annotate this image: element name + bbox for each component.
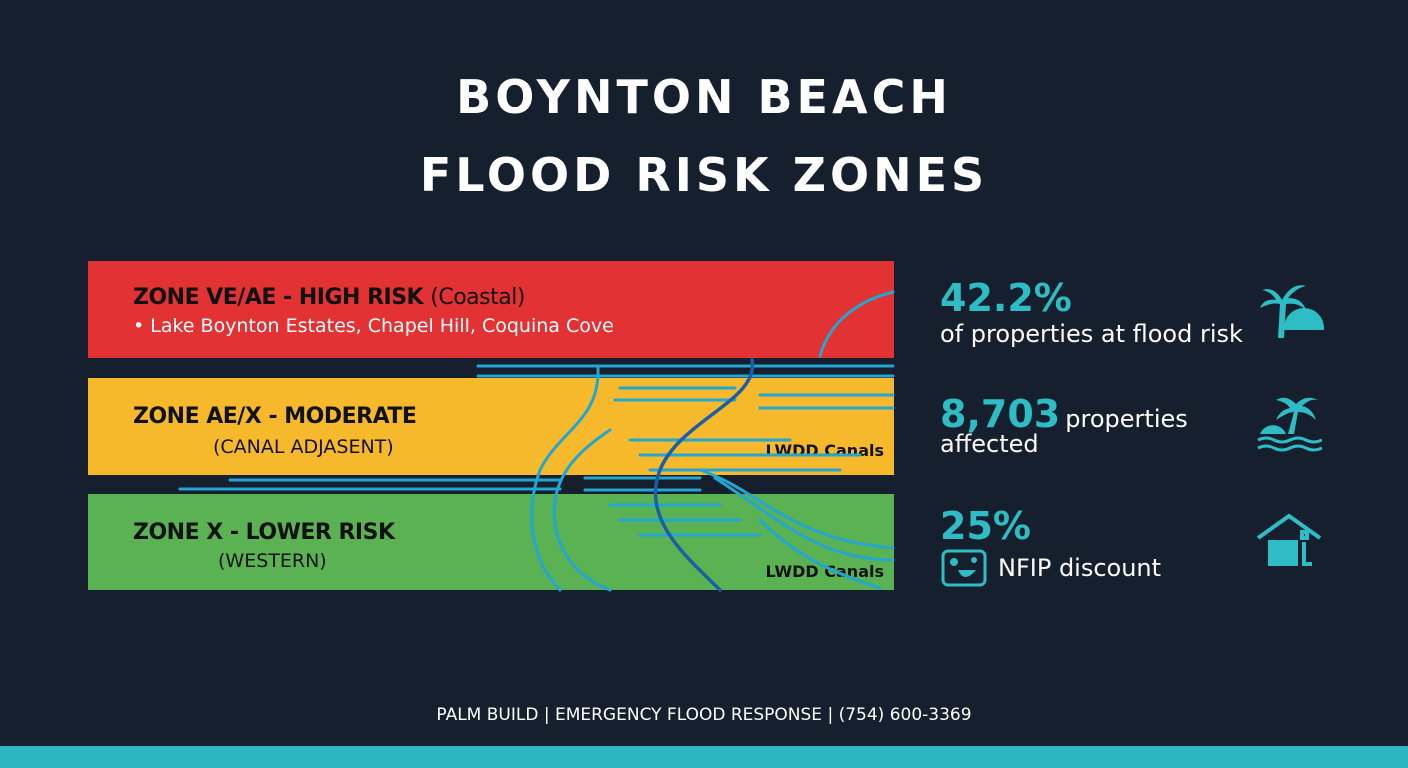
zone-name: ZONE X - LOWER RISK <box>133 520 395 545</box>
page-title: BOYNTON BEACH FLOOD RISK ZONES <box>419 70 989 202</box>
zone-moderate-risk: ZONE AE/X - MODERATE (CANAL ADJASENT) LW… <box>88 378 894 475</box>
stat-label: NFIP discount <box>998 554 1162 582</box>
zone-lower-risk: ZONE X - LOWER RISK (WESTERN) LWDD Canal… <box>88 494 894 590</box>
stat-label: affected <box>940 430 1039 458</box>
footer-contact: PALM BUILD | EMERGENCY FLOOD RESPONSE | … <box>436 705 972 725</box>
stat-value: 25% <box>940 504 1031 548</box>
house-icon <box>1256 513 1322 566</box>
stat-nfip-discount: 25% NFIP discount <box>940 504 1161 588</box>
zone-neighborhoods: • Lake Boynton Estates, Chapel Hill, Coq… <box>133 315 614 337</box>
stat-value: 42.2% <box>940 276 1072 320</box>
zone-detail: (CANAL ADJASENT) <box>213 436 394 458</box>
island-waves-icon <box>1257 397 1322 452</box>
canal-label: LWDD Canals <box>765 441 884 460</box>
zone-high-risk: ZONE VE/AE - HIGH RISK (Coastal) • Lake … <box>88 261 894 358</box>
insurance-badge-icon <box>941 549 987 587</box>
zone-detail: (WESTERN) <box>218 550 327 572</box>
palm-trees-icon <box>1258 285 1326 342</box>
zone-qualifier: (Coastal) <box>430 285 525 310</box>
zone-name: ZONE AE/X - MODERATE <box>133 404 417 429</box>
stat-value: 8,703 <box>940 392 1061 436</box>
canal-label: LWDD Canals <box>765 562 884 581</box>
stat-properties-affected: 8,703 properties affected <box>940 392 1188 458</box>
stat-flood-risk: 42.2% of properties at flood risk <box>940 276 1243 348</box>
stat-label: of properties at flood risk <box>940 320 1243 348</box>
footer-accent-bar <box>0 746 1408 768</box>
zone-name: ZONE VE/AE - HIGH RISK <box>133 285 424 310</box>
